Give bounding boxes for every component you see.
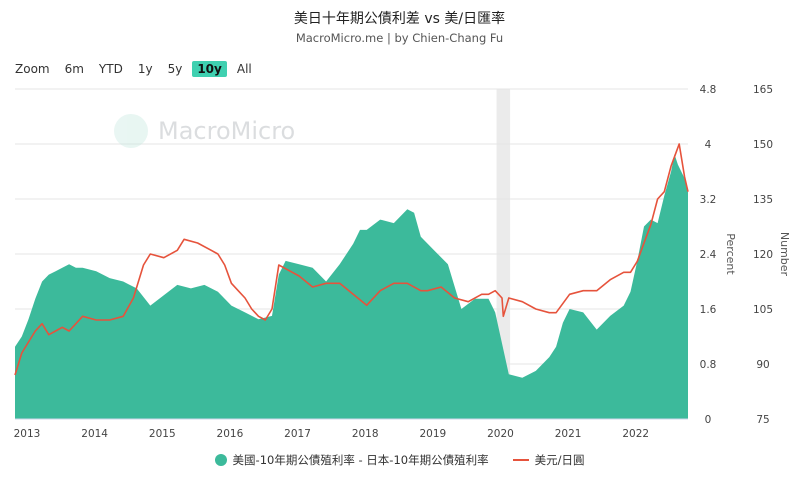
x-tick-label: 2022 (622, 428, 649, 440)
y-right-tick-label: 150 (753, 139, 773, 151)
legend-dot-icon (214, 454, 227, 466)
x-tick-label: 2015 (149, 428, 176, 440)
zoom-1y-button[interactable]: 1y (137, 62, 153, 76)
legend-line-icon (512, 459, 529, 461)
y-left-tick-label: 3.2 (700, 194, 717, 206)
legend-label-fx: 美元/日圓 (534, 453, 585, 467)
y-right-tick-label: 105 (753, 304, 773, 316)
shaded-period (496, 89, 511, 419)
x-tick-label: 2014 (81, 428, 108, 440)
watermark-text: MacroMicro (158, 117, 296, 145)
zoom-5y-button[interactable]: 5y (167, 62, 183, 76)
x-tick-label: 2018 (352, 428, 379, 440)
legend-item-spread[interactable]: 美國-10年期公債殖利率 - 日本-10年期公債殖利率 (214, 452, 489, 468)
x-tick-label: 2016 (217, 428, 244, 440)
zoom-all-button[interactable]: All (236, 62, 252, 76)
y-right-tick-label: 165 (753, 84, 773, 96)
chart-legend: 美國-10年期公債殖利率 - 日本-10年期公債殖利率 美元/日圓 (0, 452, 799, 468)
zoom-ytd-button[interactable]: YTD (98, 62, 123, 76)
zoom-10y-button[interactable]: 10y (192, 61, 227, 77)
zoom-controls: Zoom 6m YTD 1y 5y 10y All (15, 60, 262, 78)
y-right-tick-label: 75 (756, 414, 769, 426)
watermark: MacroMicro (114, 114, 295, 148)
fx-line (14, 143, 689, 376)
x-tick-label: 2021 (555, 428, 582, 440)
legend-item-fx[interactable]: 美元/日圓 (512, 452, 585, 468)
y-left-tick-label: 2.4 (700, 249, 717, 261)
x-tick-label: 2019 (419, 428, 446, 440)
x-tick-label: 2013 (14, 428, 41, 440)
y-left-tick-label: 4.8 (700, 84, 717, 96)
legend-label-spread: 美國-10年期公債殖利率 - 日本-10年期公債殖利率 (232, 453, 489, 467)
y-left-tick-label: 1.6 (700, 304, 717, 316)
y-right-tick-label: 90 (756, 359, 769, 371)
zoom-label: Zoom (15, 62, 50, 76)
watermark-logo-icon (114, 114, 148, 148)
chart-subtitle: MacroMicro.me | by Chien-Chang Fu (295, 31, 504, 45)
spread-area (15, 154, 688, 420)
y-right-tick-label: 120 (753, 249, 773, 261)
x-tick-label: 2020 (487, 428, 514, 440)
zoom-6m-button[interactable]: 6m (64, 62, 84, 76)
y-left-tick-label: 4 (705, 139, 712, 151)
y-right-axis-title: Number (778, 232, 791, 277)
x-tick-label: 2017 (284, 428, 311, 440)
y-left-axis-title: Percent (724, 233, 737, 275)
chart-title: 美日十年期公債利差 vs 美/日匯率 (293, 11, 506, 27)
y-left-tick-label: 0 (705, 414, 712, 426)
y-right-tick-label: 135 (753, 194, 773, 206)
y-left-tick-label: 0.8 (700, 359, 717, 371)
